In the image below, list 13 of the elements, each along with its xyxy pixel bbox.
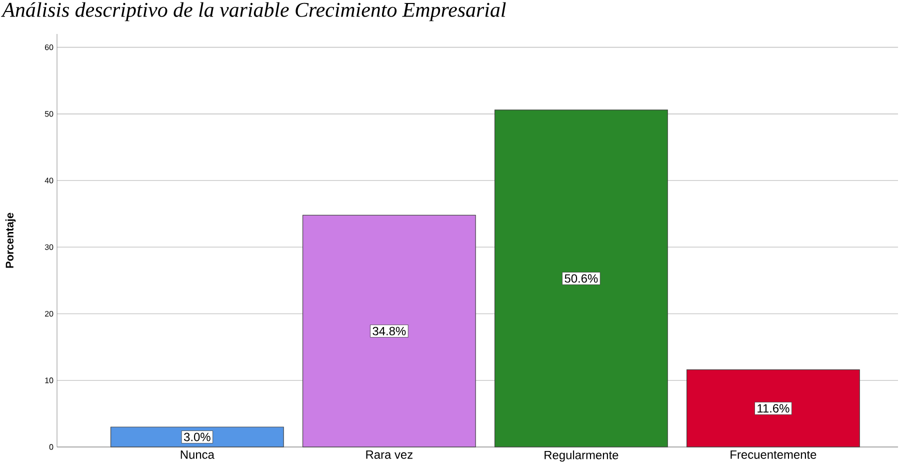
bar — [686, 369, 860, 448]
data-label: 11.6% — [758, 404, 790, 413]
x-tick-label: Frecuentemente — [730, 450, 816, 459]
data-label: 34.8% — [372, 326, 406, 336]
x-tick-label: Rara vez — [366, 450, 412, 459]
bar — [302, 214, 476, 448]
bar — [494, 110, 668, 448]
chart-title: Análisis descriptivo de la variable Crecimiento Empresarial — [1, 2, 506, 22]
x-tick-label: Nunca — [180, 450, 214, 459]
x-tick-label: Regularmente — [544, 450, 618, 462]
y-axis-title: Porcentaje — [5, 212, 16, 268]
data-label: 50.6% — [564, 274, 598, 283]
data-label: 3.0% — [184, 432, 210, 442]
